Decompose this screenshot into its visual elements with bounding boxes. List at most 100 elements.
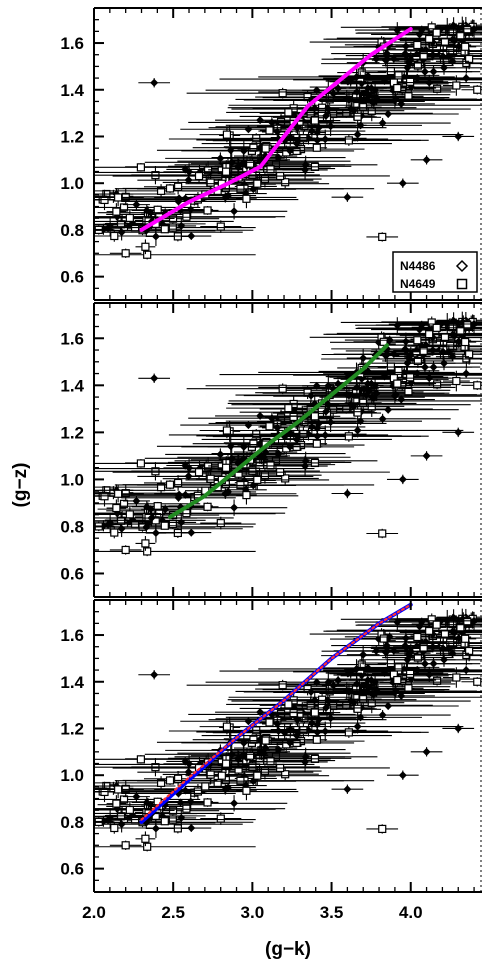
data-point-square: [413, 632, 422, 642]
data-point-diamond: [261, 744, 270, 753]
data-point-diamond: [404, 651, 413, 660]
data-point-square: [203, 206, 212, 215]
data-point-diamond: [292, 435, 301, 444]
data-point-square: [310, 412, 319, 421]
data-point-square: [160, 817, 169, 826]
data-point-diamond: [132, 200, 141, 209]
data-point-square: [143, 842, 152, 851]
y-tick-label: 1.0: [60, 174, 84, 193]
y-tick-label: 0.8: [60, 517, 84, 536]
data-point-square: [249, 439, 258, 448]
data-point-square: [452, 81, 461, 90]
data-point-diamond: [151, 232, 160, 241]
data-point-square: [353, 704, 362, 713]
data-point-square: [110, 528, 119, 537]
data-point-square: [456, 623, 465, 632]
data-point-square: [394, 366, 403, 375]
x-axis-title: (g−k): [265, 939, 311, 960]
data-point-square: [281, 178, 290, 187]
data-point-diamond: [117, 228, 126, 237]
data-point-square: [473, 677, 482, 686]
data-point-square: [289, 399, 298, 409]
data-point-diamond: [462, 369, 471, 378]
data-point-square: [413, 61, 422, 70]
data-point-diamond: [227, 158, 236, 167]
data-point-diamond: [368, 689, 377, 698]
data-point-diamond: [334, 676, 343, 685]
data-point-diamond: [321, 111, 330, 120]
data-point-square: [386, 362, 396, 371]
data-point-diamond: [342, 94, 351, 103]
data-point-square: [194, 171, 204, 181]
data-point-square: [216, 518, 225, 528]
data-point-diamond: [448, 352, 457, 361]
y-tick-label: 1.0: [60, 766, 84, 785]
x-tick-label: 3.0: [241, 903, 265, 922]
data-point-diamond: [292, 731, 301, 740]
data-point-square: [136, 755, 145, 764]
data-point-diamond: [117, 524, 126, 533]
y-tick-label: 1.2: [60, 127, 84, 146]
data-point-square: [222, 130, 232, 139]
data-point-diamond: [346, 669, 355, 678]
data-point-square: [406, 669, 415, 678]
data-point-square: [452, 673, 461, 682]
data-point-square: [432, 620, 441, 629]
data-point-diamond: [462, 666, 471, 675]
data-point-square: [432, 676, 442, 685]
data-point-square: [193, 787, 203, 796]
data-point-square: [121, 545, 130, 555]
data-point-square: [260, 471, 270, 480]
data-point-diamond: [230, 207, 239, 216]
data-point-square: [394, 663, 403, 672]
data-point-diamond: [293, 715, 302, 724]
data-point-square: [425, 626, 434, 636]
data-point-square: [456, 31, 465, 40]
data-point-square: [281, 770, 290, 779]
data-point-square: [114, 785, 123, 794]
data-point-diamond: [353, 426, 362, 435]
data-point-square: [125, 805, 134, 815]
data-point-diamond: [256, 116, 265, 125]
data-point-square: [461, 337, 470, 347]
data-point-diamond: [301, 757, 310, 766]
data-point-square: [194, 468, 204, 477]
data-point-square: [165, 480, 175, 489]
data-point-diamond: [216, 154, 225, 163]
legend-marker-diamond: [455, 259, 469, 273]
data-point-diamond: [285, 738, 294, 747]
data-point-diamond: [285, 442, 294, 451]
panel-middle: 0.6 0.8 1.0 1.2 1.4 1.6: [60, 302, 482, 598]
data-point-diamond: [343, 193, 352, 202]
data-point-square: [344, 136, 353, 145]
data-point-diamond: [349, 106, 358, 115]
data-point-diamond: [404, 354, 413, 363]
data-point-square: [393, 83, 402, 93]
data-point-square: [353, 112, 362, 121]
data-point-square: [461, 42, 470, 51]
data-point-square: [461, 634, 470, 643]
y-tick-label: 0.6: [60, 860, 84, 879]
data-point-square: [432, 380, 442, 389]
data-point-square: [281, 474, 290, 483]
data-point-diamond: [150, 78, 159, 87]
data-point-diamond: [422, 747, 431, 756]
data-point-diamond: [353, 722, 362, 731]
data-point-square: [156, 483, 166, 492]
data-point-diamond: [454, 132, 463, 141]
data-point-diamond: [174, 197, 183, 206]
data-point-square: [141, 242, 150, 251]
data-point-diamond: [187, 232, 196, 241]
x-tick-label: 4.0: [399, 903, 423, 922]
data-point-square: [203, 798, 212, 807]
data-point-diamond: [352, 383, 361, 392]
data-point-diamond: [274, 727, 283, 736]
data-point-square: [246, 751, 255, 760]
data-point-diamond: [286, 725, 295, 734]
y-tick-label: 1.6: [60, 626, 84, 645]
data-point-square: [452, 376, 461, 386]
data-point-diamond: [326, 714, 335, 723]
data-point-square: [432, 323, 441, 332]
data-point-square: [427, 615, 436, 624]
